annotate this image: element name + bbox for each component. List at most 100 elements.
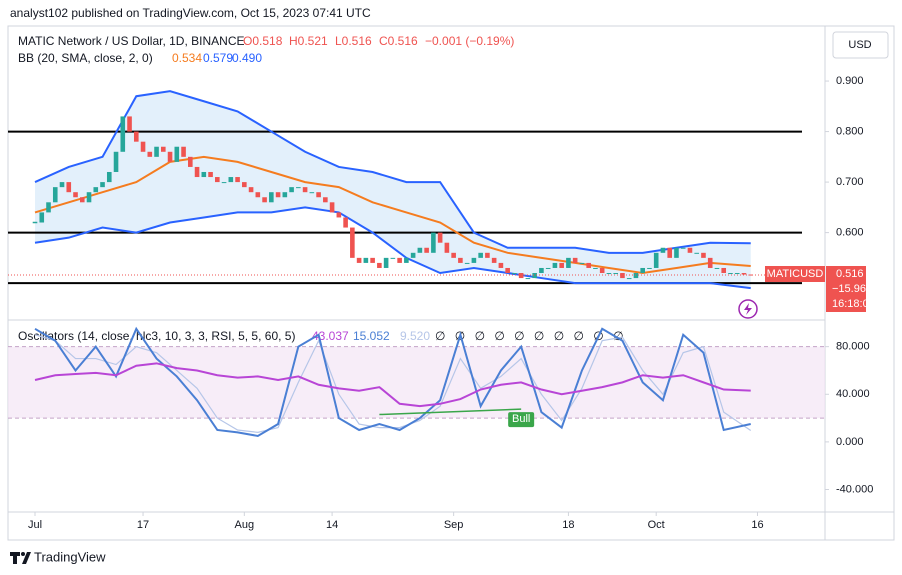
symbol-tag-text: MATICUSD — [767, 268, 824, 280]
y-tick-label: 0.900 — [836, 75, 864, 87]
candle — [626, 278, 632, 280]
candle — [532, 273, 537, 279]
oscillator-line — [34, 326, 751, 437]
currency-button[interactable] — [832, 31, 889, 59]
candle — [221, 182, 227, 184]
candle — [424, 247, 429, 253]
bb-title: BB (20, SMA, close, 2, 0) — [18, 51, 153, 65]
candle — [518, 273, 524, 279]
candle — [59, 182, 65, 188]
candle — [701, 252, 706, 258]
candle — [160, 146, 166, 152]
change-label: −0.001 (−0.19%) — [425, 34, 514, 48]
bb-middle-value: 0.534 — [172, 51, 202, 65]
x-tick-label: 17 — [137, 519, 149, 531]
candle — [694, 252, 700, 254]
candle — [201, 171, 207, 178]
symbol-tag — [765, 266, 825, 282]
candle — [525, 278, 531, 280]
candle — [147, 151, 153, 157]
candle — [336, 212, 342, 218]
candle — [167, 151, 173, 162]
bb-lower — [34, 206, 751, 290]
candle — [194, 166, 200, 178]
candle — [228, 177, 234, 183]
candle — [559, 262, 564, 268]
candle — [269, 192, 274, 203]
candle — [127, 116, 132, 132]
candle — [680, 247, 686, 249]
candle — [113, 151, 119, 172]
candle — [370, 257, 375, 263]
candle — [248, 187, 254, 193]
candle — [660, 247, 666, 253]
candle — [572, 257, 578, 263]
y-tick-label: 80.000 — [836, 341, 870, 353]
candle — [181, 146, 186, 157]
candle — [323, 197, 328, 203]
divergence-line — [379, 408, 522, 416]
candle — [46, 202, 51, 213]
candle — [707, 257, 713, 268]
candle — [86, 192, 92, 203]
candle — [687, 247, 693, 253]
candle — [282, 192, 288, 198]
candle — [464, 262, 470, 264]
high-label: H0.521 — [289, 34, 328, 48]
candle — [174, 146, 180, 162]
candle — [302, 187, 308, 193]
symbol-title: MATIC Network / US Dollar, 1D, BINANCE — [18, 34, 245, 48]
candle — [613, 273, 618, 275]
indicator-icon[interactable] — [738, 299, 758, 319]
candle — [485, 252, 490, 258]
candle — [289, 187, 294, 193]
candle — [498, 262, 504, 268]
candle — [208, 171, 213, 178]
bb-lower-value: 0.490 — [232, 51, 262, 65]
candle — [478, 252, 483, 258]
candle — [748, 274, 754, 276]
brand: TradingView — [34, 549, 106, 564]
candle — [431, 232, 436, 253]
candle — [599, 267, 605, 274]
candle — [390, 257, 396, 259]
osc-title: Oscillators (14, close, hlc3, 10, 3, 3, … — [18, 329, 295, 343]
candle — [593, 267, 598, 269]
x-tick-label: 18 — [562, 519, 574, 531]
plot-area: 0.900 0.800 0.700 0.600 80.000 40.000 0.000 -40… — [8, 75, 873, 531]
last-price: 0.516 — [836, 268, 864, 280]
x-tick-label: Sep — [444, 519, 464, 531]
candle — [721, 267, 727, 274]
k-value: 15.052 — [353, 329, 390, 343]
candle — [586, 262, 591, 268]
bb-upper — [34, 90, 751, 254]
currency[interactable]: USD — [848, 39, 871, 51]
candle — [437, 232, 443, 243]
indicator-icon-bolt — [744, 303, 752, 315]
candle — [397, 257, 402, 263]
candle — [363, 257, 369, 263]
candle — [545, 267, 551, 269]
candle — [120, 116, 126, 152]
candle — [106, 171, 112, 183]
candle — [640, 267, 645, 274]
close-label: C0.516 — [379, 34, 418, 48]
candle — [154, 146, 159, 157]
candle — [741, 273, 747, 275]
candle — [410, 252, 416, 258]
x-tick-label: 14 — [326, 519, 338, 531]
oscillator-line — [34, 362, 751, 408]
tv-logo — [10, 552, 31, 564]
candle — [100, 182, 105, 188]
candle — [606, 273, 612, 275]
candle — [275, 192, 281, 198]
y-tick-label: 0.800 — [836, 125, 864, 137]
candle — [93, 187, 99, 193]
candle — [377, 262, 382, 268]
candle — [667, 247, 673, 258]
candle — [296, 187, 301, 189]
candle — [552, 262, 558, 268]
candle — [512, 273, 517, 275]
